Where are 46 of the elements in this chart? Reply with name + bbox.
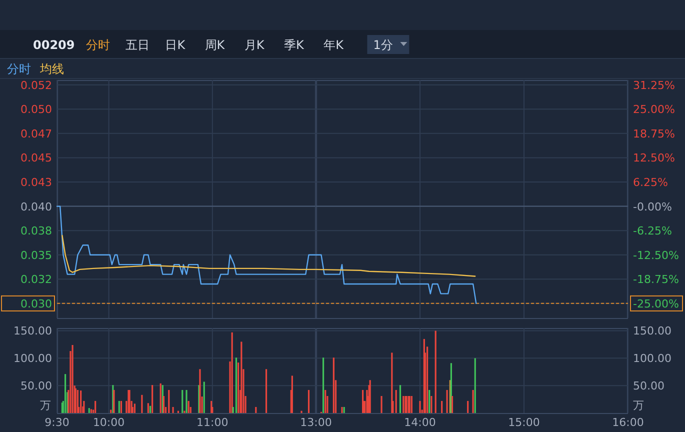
text: 五日 [126,38,150,52]
y-tick-label: 0.040 [20,200,52,214]
y2-tick-label: 50.00 [633,380,664,393]
y2-tick-label: 6.25% [633,176,668,189]
y-tick-label: 0.043 [20,176,52,189]
chart-title: 00209 [33,38,75,52]
y-tick-label: 0.052 [20,78,52,92]
y2-tick-label: -12.50% [633,248,679,262]
text: 年K [324,38,345,52]
y2-axis-title: 万 [633,399,644,412]
y-tick-label: 0.045 [20,152,52,165]
x-tick-label: 16:00 [612,416,644,429]
y-tick-label: 150.00 [14,324,52,338]
x-tick-label: 11:00 [196,416,228,429]
y2-tick-label: 100.00 [633,352,672,366]
y-axis-title: 万 [40,399,51,412]
y-tick-label: 0.032 [20,273,52,286]
y2-tick-label: 12.50% [633,152,675,165]
y-tick-label: 0.030 [20,297,52,310]
y-tick-label: 0.047 [20,127,52,140]
y2-tick-label: -0.00% [633,200,672,214]
y2-tick-label: 25.00% [633,103,675,116]
x-tick-label: 10:00 [92,416,125,429]
y-tick-label: 100.00 [14,352,52,366]
text: 1分 [373,38,393,52]
text: 分时 [86,38,110,52]
x-tick-label: 9:30 [44,416,70,429]
x-tick-label: 13:00 [300,416,332,429]
y2-tick-label: -25.00% [633,297,679,310]
text: 月K [244,38,266,52]
text: 日K [165,38,186,52]
y-tick-label: 50.00 [20,380,52,393]
y2-tick-label: 150.00 [633,324,672,338]
y2-tick-label: 31.25% [633,78,675,92]
y-tick-label: 0.038 [20,224,52,238]
y2-tick-label: -6.25% [633,224,672,238]
y2-tick-label: -18.75% [633,273,679,286]
text: 周K [204,38,226,52]
x-tick-label: 14:00 [404,416,436,429]
text: 均线 [39,62,64,76]
y-tick-label: 0.050 [20,103,52,116]
y2-tick-label: 18.75% [633,127,675,140]
y-tick-label: 0.035 [20,248,52,262]
text: 季K [284,38,305,52]
x-tick-label: 15:00 [508,416,540,429]
text: 分时 [7,62,31,76]
